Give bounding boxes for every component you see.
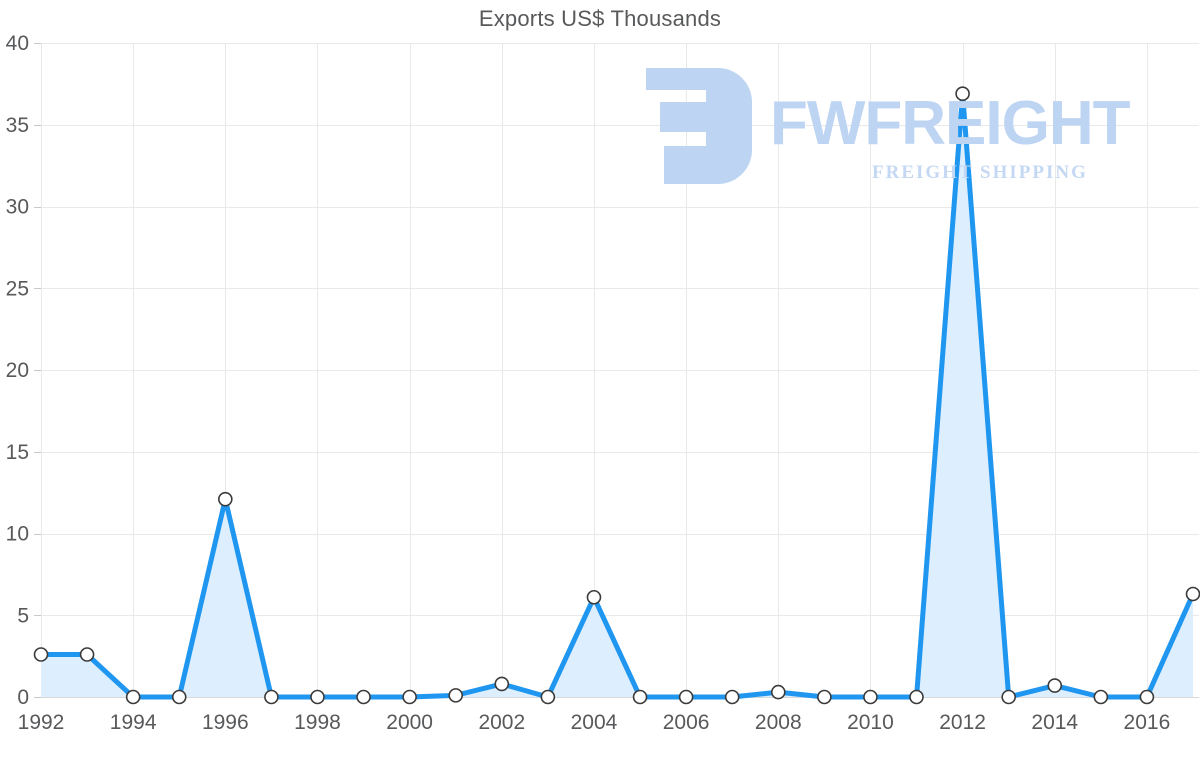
svg-text:15: 15 bbox=[6, 441, 29, 464]
svg-text:0: 0 bbox=[17, 686, 29, 709]
svg-text:2010: 2010 bbox=[847, 711, 894, 734]
svg-text:2002: 2002 bbox=[478, 711, 525, 734]
svg-text:20: 20 bbox=[6, 359, 29, 382]
svg-text:2014: 2014 bbox=[1031, 711, 1078, 734]
svg-text:2008: 2008 bbox=[755, 711, 802, 734]
series-area-fill bbox=[41, 93, 1193, 697]
svg-text:2012: 2012 bbox=[939, 711, 986, 734]
svg-text:1998: 1998 bbox=[294, 711, 341, 734]
svg-text:25: 25 bbox=[6, 277, 29, 300]
svg-text:35: 35 bbox=[6, 114, 29, 137]
svg-text:2004: 2004 bbox=[571, 711, 618, 734]
series-line bbox=[38, 91, 1196, 700]
svg-text:1992: 1992 bbox=[18, 711, 65, 734]
svg-text:2016: 2016 bbox=[1124, 711, 1171, 734]
x-axis-tick-labels: 1992 1994 1996 1998 2000 2002 2004 2006 2008 2010… bbox=[18, 711, 1171, 734]
svg-text:10: 10 bbox=[6, 523, 29, 546]
svg-text:1994: 1994 bbox=[110, 711, 157, 734]
svg-text:2006: 2006 bbox=[663, 711, 710, 734]
svg-text:1996: 1996 bbox=[202, 711, 249, 734]
chart-title: Exports US$ Thousands bbox=[478, 6, 722, 31]
y-axis-tick-labels: 0 5 10 15 20 25 30 35 40 bbox=[6, 32, 29, 709]
svg-text:2000: 2000 bbox=[386, 711, 433, 734]
svg-text:5: 5 bbox=[17, 604, 29, 627]
series-markers bbox=[33, 86, 1200, 705]
svg-text:30: 30 bbox=[6, 196, 29, 219]
svg-text:40: 40 bbox=[6, 32, 29, 55]
